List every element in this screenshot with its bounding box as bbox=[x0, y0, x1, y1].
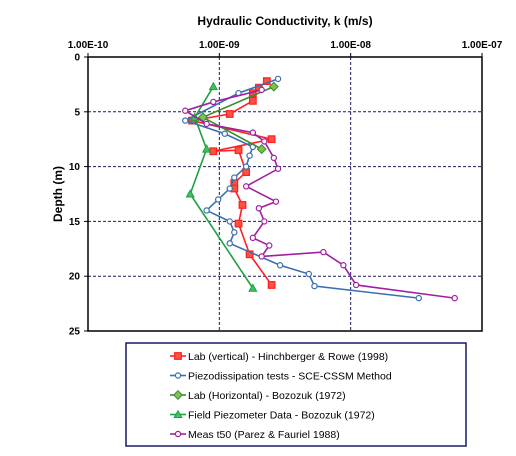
data-point bbox=[249, 129, 257, 136]
legend-label: Field Piezometer Data - Bozozuk (1972) bbox=[188, 410, 375, 422]
data-point bbox=[261, 218, 268, 225]
data-point bbox=[340, 262, 347, 269]
x-tick-label: 1.00E-07 bbox=[462, 40, 503, 51]
data-point bbox=[266, 242, 273, 249]
data-point bbox=[305, 270, 313, 278]
x-tick-label: 1.00E-09 bbox=[199, 40, 240, 51]
legend-label: Piezodissipation tests - SCE-CSSM Method bbox=[188, 371, 392, 383]
data-point bbox=[231, 229, 238, 236]
data-point bbox=[276, 262, 284, 269]
data-point bbox=[248, 96, 257, 105]
data-point bbox=[234, 219, 243, 228]
y-tick-label: 10 bbox=[69, 162, 81, 173]
data-point bbox=[182, 107, 189, 114]
data-point bbox=[209, 147, 218, 156]
x-tick-label: 1.00E-10 bbox=[68, 40, 109, 51]
data-point bbox=[226, 218, 233, 225]
data-point bbox=[249, 234, 257, 242]
legend-label: Meas t50 (Parez & Fauriel 1988) bbox=[188, 429, 340, 441]
data-point bbox=[238, 201, 247, 209]
data-point bbox=[234, 146, 243, 155]
data-point bbox=[185, 189, 195, 198]
chart-title: Hydraulic Conductivity, k (m/s) bbox=[197, 14, 372, 28]
data-point bbox=[256, 144, 267, 155]
y-tick-label: 25 bbox=[69, 327, 81, 338]
data-point bbox=[268, 81, 279, 92]
data-point bbox=[258, 86, 265, 94]
legend-marker bbox=[174, 372, 182, 379]
plot-area bbox=[88, 57, 482, 331]
data-point bbox=[248, 283, 258, 292]
data-point bbox=[242, 163, 250, 170]
data-point bbox=[352, 281, 360, 289]
data-point bbox=[203, 207, 210, 214]
y-tick-label: 0 bbox=[74, 53, 80, 64]
y-tick-label: 20 bbox=[69, 272, 81, 283]
data-point bbox=[270, 154, 278, 162]
legend-marker bbox=[173, 409, 183, 419]
data-point bbox=[246, 152, 253, 159]
data-point bbox=[226, 185, 233, 192]
data-point bbox=[267, 135, 276, 144]
data-point bbox=[203, 120, 210, 128]
data-point bbox=[274, 165, 282, 172]
plot-frame bbox=[87, 56, 483, 332]
data-point bbox=[210, 98, 217, 106]
data-point bbox=[258, 253, 265, 260]
data-point bbox=[267, 281, 276, 289]
data-point bbox=[214, 196, 222, 203]
data-point bbox=[201, 144, 212, 153]
x-tick-label: 1.00E-08 bbox=[330, 40, 371, 51]
data-point bbox=[182, 117, 189, 124]
data-point bbox=[320, 248, 327, 256]
data-point bbox=[225, 110, 234, 118]
series-line bbox=[183, 78, 419, 299]
data-point bbox=[261, 138, 268, 145]
data-point bbox=[242, 183, 250, 190]
legend-label: Lab (vertical) - Hinchberger & Rowe (199… bbox=[188, 351, 388, 363]
legend-marker bbox=[174, 352, 182, 360]
y-tick-label: 5 bbox=[74, 107, 80, 118]
y-axis-label: Depth (m) bbox=[51, 166, 65, 222]
data-point bbox=[451, 294, 458, 302]
data-point bbox=[221, 130, 228, 137]
data-point bbox=[415, 294, 422, 302]
data-point bbox=[226, 240, 233, 247]
data-point bbox=[255, 205, 263, 212]
legend-marker bbox=[172, 389, 184, 401]
data-point bbox=[274, 75, 282, 83]
y-tick-label: 15 bbox=[69, 217, 81, 228]
data-point bbox=[208, 81, 218, 91]
legend: Lab (vertical) - Hinchberger & Rowe (199… bbox=[125, 342, 467, 447]
legend-label: Lab (Horizontal) - Bozozuk (1972) bbox=[188, 390, 346, 402]
data-point bbox=[311, 282, 318, 290]
data-point bbox=[231, 174, 238, 181]
data-point bbox=[272, 198, 280, 205]
plot-layer: Hydraulic Conductivity, k (m/s) 1.00E-10 1… bbox=[51, 14, 503, 338]
legend-marker bbox=[174, 430, 182, 438]
